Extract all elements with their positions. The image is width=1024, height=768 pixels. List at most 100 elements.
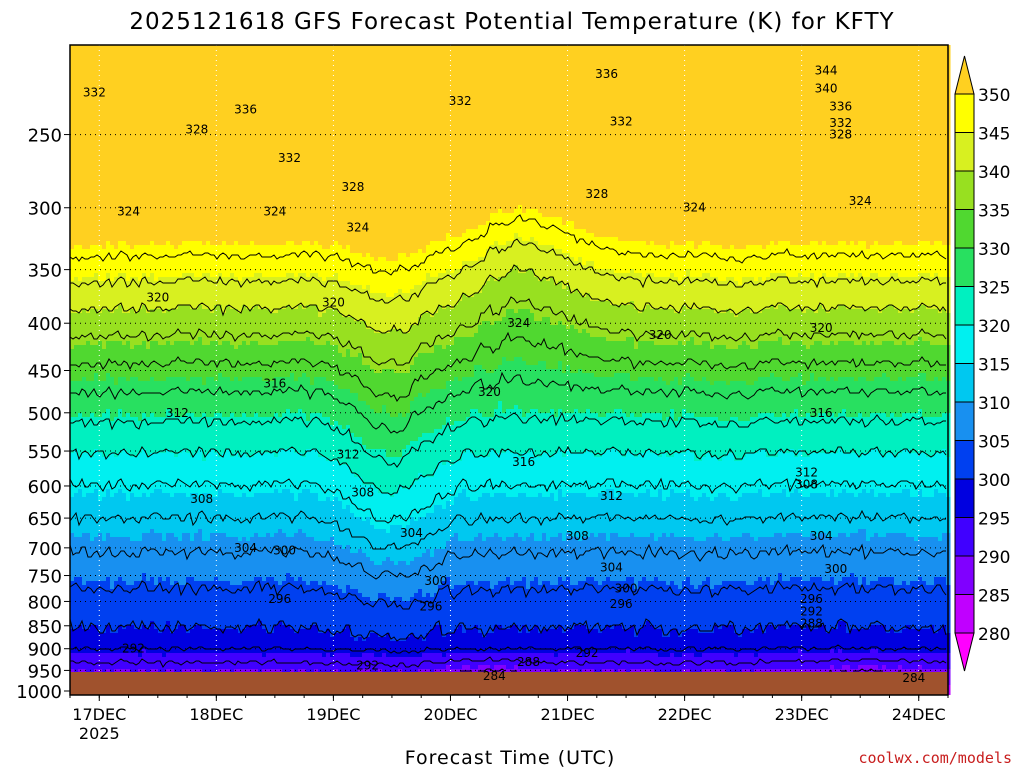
colorbar-label: 335 xyxy=(978,202,1010,222)
colorbar-label: 290 xyxy=(978,548,1010,568)
contour-label: 320 xyxy=(146,290,169,304)
contour-label: 308 xyxy=(351,486,374,500)
contour-line xyxy=(70,411,946,468)
contour-label: 324 xyxy=(507,316,530,330)
contour-label: 304 xyxy=(810,529,833,543)
x-tick-year: 2025 xyxy=(79,724,120,743)
x-tick-label: 23DEC xyxy=(775,705,829,724)
contour-label: 312 xyxy=(166,406,189,420)
contour-line xyxy=(69,580,947,610)
contour-label: 300 xyxy=(424,574,447,588)
contour-label: 328 xyxy=(585,187,608,201)
colorbar-label: 325 xyxy=(978,279,1010,299)
contour-label: 296 xyxy=(268,592,291,606)
contour-label: 312 xyxy=(337,448,360,462)
pressure-axis: 2503003504004505005506006507007508008509… xyxy=(16,126,70,703)
y-tick-label: 750 xyxy=(28,567,62,588)
colorbar-label: 315 xyxy=(978,356,1010,376)
colorbar-segment xyxy=(954,555,975,595)
contour-label: 340 xyxy=(815,82,838,96)
contour-line xyxy=(69,543,946,580)
colorbar-segment xyxy=(954,209,975,249)
contour-label: 320 xyxy=(810,321,833,335)
contour-label: 320 xyxy=(478,385,501,399)
x-axis-label: Forecast Time (UTC) xyxy=(405,747,615,768)
contour-label: 328 xyxy=(185,123,208,137)
contour-label: 288 xyxy=(800,616,823,630)
contour-label: 324 xyxy=(849,194,872,208)
contour-label: 320 xyxy=(322,296,345,310)
colorbar-segment xyxy=(954,93,975,133)
contour-line xyxy=(460,668,922,672)
x-tick-label: 17DEC xyxy=(72,705,126,724)
y-tick-label: 550 xyxy=(28,442,62,463)
colorbar-label: 300 xyxy=(978,471,1010,491)
contour-label: 308 xyxy=(566,529,589,543)
contour-label: 328 xyxy=(341,180,364,194)
contour-line xyxy=(69,477,947,524)
contour-label: 336 xyxy=(829,99,852,113)
contour-label: 320 xyxy=(649,328,672,342)
colorbar-label: 320 xyxy=(978,317,1010,337)
colorbar-label: 305 xyxy=(978,433,1010,453)
contour-lines xyxy=(69,214,947,672)
contour-line xyxy=(69,509,946,550)
contour-label: 304 xyxy=(234,541,257,555)
colorbar-segment xyxy=(954,170,975,210)
colorbar-segment xyxy=(954,517,975,557)
colorbar-segment xyxy=(954,594,975,634)
colorbar-label: 285 xyxy=(978,587,1010,607)
contour-label: 324 xyxy=(117,205,140,219)
contour-line xyxy=(70,644,946,654)
contour-label: 332 xyxy=(83,85,106,99)
contour-label: 284 xyxy=(483,669,506,683)
contour-label: 332 xyxy=(829,116,852,130)
contour-label: 312 xyxy=(795,465,818,479)
contour-label: 344 xyxy=(815,63,838,77)
ground-surface xyxy=(70,672,948,695)
contour-label: 316 xyxy=(263,377,286,391)
contour-label: 304 xyxy=(600,560,623,574)
contour-label: 288 xyxy=(517,655,540,669)
contour-label: 336 xyxy=(595,67,618,81)
contour-label: 304 xyxy=(400,526,423,540)
y-tick-label: 950 xyxy=(28,661,62,682)
y-tick-label: 400 xyxy=(28,314,62,335)
contour-line xyxy=(70,238,946,304)
contour-label: 296 xyxy=(610,597,633,611)
y-tick-label: 800 xyxy=(28,592,62,613)
contour-label: 300 xyxy=(824,562,847,576)
colorbar: 280 285 290 295 300 305 310 315 320 325 330 335 340 3… xyxy=(954,55,1010,672)
contour-line xyxy=(70,445,947,496)
colorbar-arrow-top xyxy=(954,55,975,95)
contour-label: 296 xyxy=(800,592,823,606)
contour-line xyxy=(70,656,947,668)
chart-title: 2025121618 GFS Forecast Potential Temper… xyxy=(129,9,894,35)
credit-link[interactable]: coolwx.com/models xyxy=(858,749,1012,767)
colorbar-segment xyxy=(954,363,975,403)
contour-label: 300 xyxy=(273,544,296,558)
y-tick-label: 300 xyxy=(28,199,62,220)
y-tick-label: 650 xyxy=(28,509,62,530)
colorbar-label: 310 xyxy=(978,394,1010,414)
colorbar-segment xyxy=(954,440,975,480)
y-tick-label: 1000 xyxy=(16,682,62,703)
x-tick-label: 18DEC xyxy=(189,705,243,724)
y-tick-label: 700 xyxy=(28,539,62,560)
x-tick-label: 21DEC xyxy=(541,705,595,724)
x-tick-label: 22DEC xyxy=(658,705,712,724)
colorbar-label: 350 xyxy=(978,86,1010,106)
contour-label: 332 xyxy=(278,151,301,165)
y-tick-label: 350 xyxy=(28,261,62,282)
contour-label: 336 xyxy=(234,103,257,117)
contour-label: 300 xyxy=(615,582,638,596)
colorbar-label: 295 xyxy=(978,510,1010,530)
colorbar-label: 340 xyxy=(978,163,1010,183)
y-tick-label: 450 xyxy=(28,361,62,382)
contour-line xyxy=(69,296,947,366)
y-tick-label: 500 xyxy=(28,404,62,425)
contour-label: 292 xyxy=(800,604,823,618)
colorbar-segment xyxy=(954,286,975,326)
